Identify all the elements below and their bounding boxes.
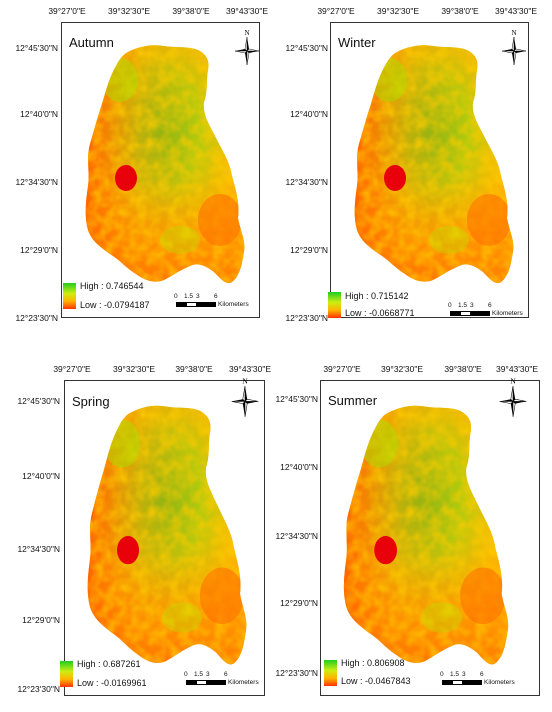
lat-label: 12°45'30"N <box>17 396 60 406</box>
lon-label: 39°43'30"E <box>228 364 272 374</box>
north-arrow-icon <box>234 28 260 66</box>
scale-tick-label: 1.5 <box>194 671 204 678</box>
lon-label: 39°43'30"E <box>494 6 538 16</box>
lon-label: 39°38'0"E <box>444 364 482 374</box>
lat-label: 12°34'30"N <box>275 531 318 541</box>
ndvi-map <box>82 400 252 672</box>
lat-label: 12°40'0"N <box>20 109 58 119</box>
scale-tick-label: 6 <box>214 293 218 300</box>
lon-label: 39°27'0"E <box>323 364 361 374</box>
lat-label: 12°45'30"N <box>275 394 318 404</box>
north-arrow-icon <box>501 28 527 66</box>
scale-tick-label: 0 <box>174 293 178 300</box>
season-title: Autumn <box>69 35 114 50</box>
lon-label: 39°27'0"E <box>53 364 91 374</box>
map-panel-winter: 39°27'0"E 39°32'30"E 39°38'0"E 39°43'30"… <box>276 0 552 330</box>
lon-label: 39°27'0"E <box>48 6 86 16</box>
scale-unit: Kilometers <box>484 679 515 686</box>
lon-label: 39°32'30"E <box>380 364 424 374</box>
legend-color-ramp <box>324 660 337 686</box>
north-arrow-icon <box>499 376 527 418</box>
scale-bar <box>186 680 226 685</box>
legend-low: Low : -0.0794187 <box>80 300 150 310</box>
scale-unit: Kilometers <box>228 679 259 686</box>
lat-label: 12°23'30"N <box>17 684 60 694</box>
lon-label: 39°27'0"E <box>317 6 355 16</box>
scale-tick-label: 3 <box>206 671 210 678</box>
ndvi-map <box>349 40 519 290</box>
legend-high: High : 0.746544 <box>80 281 144 291</box>
lon-label: 39°38'0"E <box>441 6 479 16</box>
lat-label: 12°34'30"N <box>285 177 328 187</box>
lat-label: 12°29'0"N <box>20 245 58 255</box>
scale-tick-label: 1.5 <box>458 302 468 309</box>
season-title: Spring <box>72 394 110 409</box>
ndvi-map <box>80 40 250 290</box>
scale-tick-label: 1.5 <box>184 293 194 300</box>
lat-label: 12°40'0"N <box>22 471 60 481</box>
lon-label: 39°32'30"E <box>376 6 420 16</box>
lon-label: 39°38'0"E <box>172 6 210 16</box>
scale-unit: Kilometers <box>218 301 249 308</box>
lat-label: 12°34'30"N <box>17 544 60 554</box>
lat-label: 12°45'30"N <box>15 43 58 53</box>
legend-low: Low : -0.0169961 <box>77 678 147 688</box>
scale-tick-label: 1.5 <box>450 671 460 678</box>
scale-tick-label: 3 <box>470 302 474 309</box>
scale-tick-label: 6 <box>488 302 492 309</box>
legend-high: High : 0.806908 <box>341 658 405 668</box>
lon-label: 39°32'30"E <box>112 364 156 374</box>
legend-color-ramp <box>328 292 341 318</box>
season-title: Winter <box>338 35 376 50</box>
lon-label: 39°32'30"E <box>107 6 151 16</box>
legend-low: Low : -0.0668771 <box>345 308 415 318</box>
legend-color-ramp <box>63 283 76 309</box>
scale-bar <box>450 311 490 316</box>
lat-label: 12°29'0"N <box>22 615 60 625</box>
scale-bar <box>442 680 482 685</box>
map-panel-summer: 39°27'0"E 39°32'30"E 39°38'0"E 39°43'30"… <box>275 358 552 712</box>
legend-high: High : 0.715142 <box>345 291 409 301</box>
lon-label: 39°38'0"E <box>175 364 213 374</box>
scale-tick-label: 3 <box>196 293 200 300</box>
lat-label: 12°45'30"N <box>285 43 328 53</box>
lat-label: 12°34'30"N <box>15 177 58 187</box>
map-panel-autumn: 39°27'0"E 39°32'30"E 39°38'0"E 39°43'30"… <box>0 0 276 330</box>
lat-label: 12°29'0"N <box>280 598 318 608</box>
map-panel-spring: 39°27'0"E 39°32'30"E 39°38'0"E 39°43'30"… <box>0 358 276 712</box>
legend-high: High : 0.687261 <box>77 659 141 669</box>
lat-label: 12°23'30"N <box>285 313 328 323</box>
lon-label: 39°43'30"E <box>495 364 539 374</box>
lat-label: 12°40'0"N <box>280 462 318 472</box>
scale-bar <box>176 302 216 307</box>
scale-tick-label: 0 <box>184 671 188 678</box>
scale-tick-label: 6 <box>480 671 484 678</box>
scale-tick-label: 3 <box>462 671 466 678</box>
lat-label: 12°29'0"N <box>290 245 328 255</box>
scale-tick-label: 6 <box>224 671 228 678</box>
legend-low: Low : -0.0467843 <box>341 676 411 686</box>
lat-label: 12°23'30"N <box>275 668 318 678</box>
season-title: Summer <box>328 393 378 408</box>
scale-tick-label: 0 <box>440 671 444 678</box>
lon-label: 39°43'30"E <box>225 6 269 16</box>
legend-color-ramp <box>60 661 73 687</box>
scale-unit: Kilometers <box>492 310 523 317</box>
lat-label: 12°23'30"N <box>15 313 58 323</box>
scale-tick-label: 0 <box>448 302 452 309</box>
lat-label: 12°40'0"N <box>290 109 328 119</box>
ndvi-map <box>338 400 514 672</box>
